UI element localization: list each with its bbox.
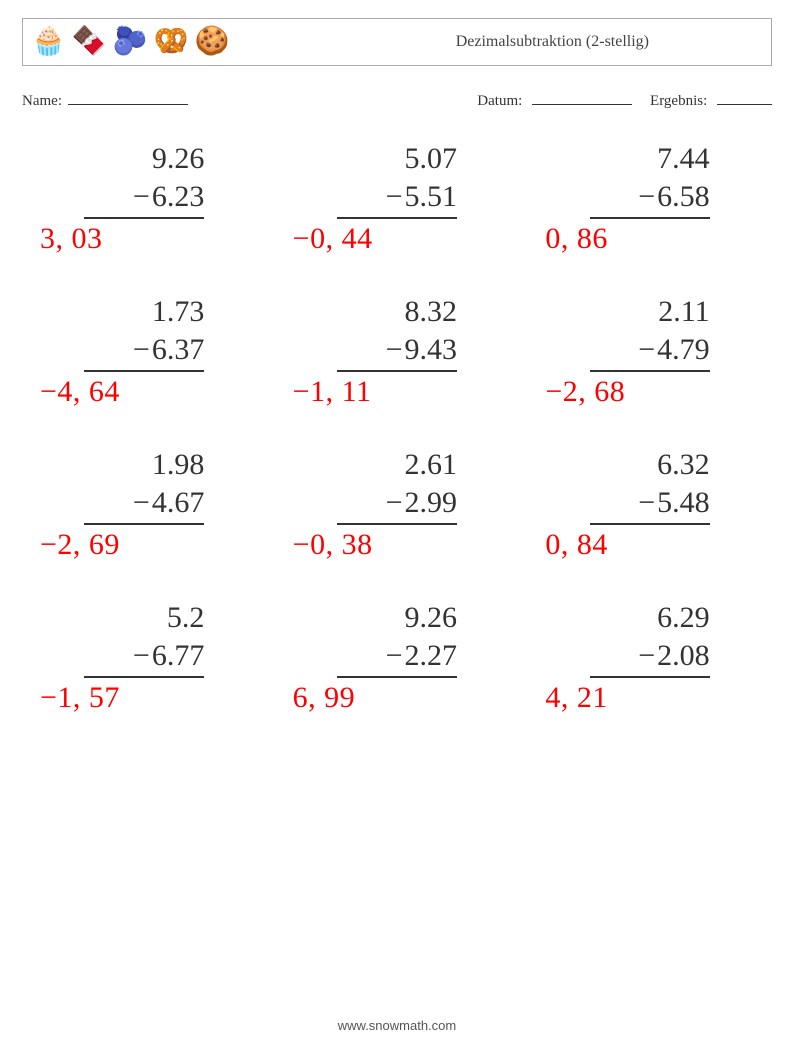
minuend: 9.26 <box>337 599 457 637</box>
problem: 1.73−6.37−4, 64 <box>28 293 261 410</box>
problem: 7.44−6.580, 86 <box>533 140 766 257</box>
date-blank[interactable] <box>532 90 632 105</box>
problem: 2.61−2.99−0, 38 <box>281 446 514 563</box>
problem-stack: 9.26−6.23 <box>84 140 204 223</box>
subtrahend: −6.23 <box>84 178 204 216</box>
answer: 6, 99 <box>281 680 356 716</box>
problem-stack: 2.61−2.99 <box>337 446 457 529</box>
problem-stack: 1.73−6.37 <box>84 293 204 376</box>
answer: −1, 11 <box>281 374 372 410</box>
subtrahend: −2.99 <box>337 484 457 522</box>
minuend: 5.2 <box>84 599 204 637</box>
problem-stack: 6.29−2.08 <box>590 599 710 682</box>
chocolate-icon: 🍫 <box>72 28 107 56</box>
problem: 8.32−9.43−1, 11 <box>281 293 514 410</box>
problem-stack: 9.26−2.27 <box>337 599 457 682</box>
minuend: 7.44 <box>590 140 710 178</box>
name-label: Name: <box>22 93 62 110</box>
problem: 5.07−5.51−0, 44 <box>281 140 514 257</box>
subtrahend: −6.77 <box>84 637 204 675</box>
subtrahend: −9.43 <box>337 331 457 369</box>
minuend: 5.07 <box>337 140 457 178</box>
header-box: 🧁 🍫 🫐 🥨 🍪 Dezimalsubtraktion (2-stellig) <box>22 18 772 66</box>
minuend: 6.29 <box>590 599 710 637</box>
answer: −2, 69 <box>28 527 120 563</box>
problems-grid: 9.26−6.233, 035.07−5.51−0, 447.44−6.580,… <box>22 140 772 716</box>
cupcake-icon: 🧁 <box>31 28 66 56</box>
problem-stack: 6.32−5.48 <box>590 446 710 529</box>
subtrahend: −4.67 <box>84 484 204 522</box>
problem: 6.29−2.084, 21 <box>533 599 766 716</box>
answer: 3, 03 <box>28 221 103 257</box>
problem: 6.32−5.480, 84 <box>533 446 766 563</box>
subtrahend: −2.27 <box>337 637 457 675</box>
answer: −4, 64 <box>28 374 120 410</box>
problem-stack: 5.07−5.51 <box>337 140 457 223</box>
minuend: 9.26 <box>84 140 204 178</box>
problem: 1.98−4.67−2, 69 <box>28 446 261 563</box>
problem-stack: 5.2−6.77 <box>84 599 204 682</box>
score-label: Ergebnis: <box>650 93 707 109</box>
problem-stack: 8.32−9.43 <box>337 293 457 376</box>
minuend: 8.32 <box>337 293 457 331</box>
minuend: 1.73 <box>84 293 204 331</box>
answer: 0, 86 <box>533 221 608 257</box>
minuend: 2.11 <box>590 293 710 331</box>
name-blank[interactable] <box>68 90 188 105</box>
minuend: 1.98 <box>84 446 204 484</box>
pretzel-icon: 🥨 <box>154 28 189 56</box>
problem-stack: 1.98−4.67 <box>84 446 204 529</box>
answer: −1, 57 <box>28 680 120 716</box>
berries-icon: 🫐 <box>113 28 148 56</box>
minuend: 6.32 <box>590 446 710 484</box>
problem-stack: 7.44−6.58 <box>590 140 710 223</box>
answer: 0, 84 <box>533 527 608 563</box>
problem: 9.26−6.233, 03 <box>28 140 261 257</box>
subtrahend: −5.48 <box>590 484 710 522</box>
answer: 4, 21 <box>533 680 608 716</box>
answer: −0, 44 <box>281 221 373 257</box>
subtrahend: −4.79 <box>590 331 710 369</box>
minuend: 2.61 <box>337 446 457 484</box>
problem: 2.11−4.79−2, 68 <box>533 293 766 410</box>
problem: 5.2−6.77−1, 57 <box>28 599 261 716</box>
score-blank[interactable] <box>717 90 772 105</box>
subtrahend: −5.51 <box>337 178 457 216</box>
footer-url: www.snowmath.com <box>0 1018 794 1033</box>
header-icons: 🧁 🍫 🫐 🥨 🍪 <box>31 28 229 56</box>
problem: 9.26−2.276, 99 <box>281 599 514 716</box>
worksheet-title: Dezimalsubtraktion (2-stellig) <box>456 33 759 51</box>
info-line: Name: Datum: Ergebnis: <box>22 90 772 110</box>
answer: −0, 38 <box>281 527 373 563</box>
problem-stack: 2.11−4.79 <box>590 293 710 376</box>
subtrahend: −6.37 <box>84 331 204 369</box>
answer: −2, 68 <box>533 374 625 410</box>
date-label: Datum: <box>477 93 522 109</box>
subtrahend: −2.08 <box>590 637 710 675</box>
cookie-icon: 🍪 <box>195 28 230 56</box>
subtrahend: −6.58 <box>590 178 710 216</box>
